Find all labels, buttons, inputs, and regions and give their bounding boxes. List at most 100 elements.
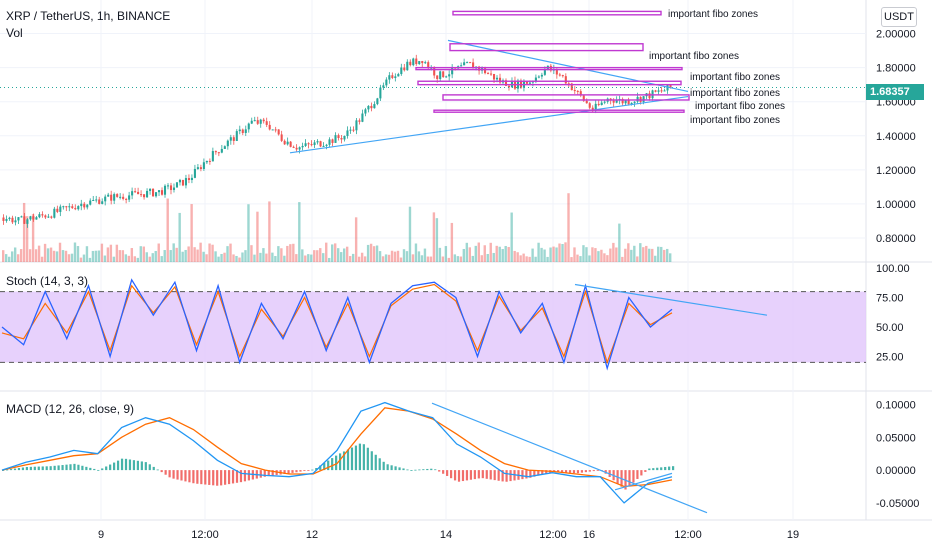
candle-body [403, 67, 406, 71]
macd-histogram-bar [263, 470, 266, 477]
macd-histogram-bar [271, 470, 274, 476]
volume-bar [621, 256, 624, 262]
macd-histogram-bar [545, 470, 548, 474]
macd-histogram-bar [21, 467, 25, 471]
candle-body [181, 179, 185, 186]
volume-bar [648, 248, 651, 262]
macd-histogram-bar [422, 469, 425, 471]
volume-bar [369, 243, 373, 262]
volume-bar [342, 248, 346, 262]
volume-bar [46, 248, 50, 262]
candle-body [573, 90, 576, 92]
volume-bar [25, 216, 29, 262]
volume-bar [429, 256, 433, 262]
volume-bar [58, 242, 62, 262]
candle-body [322, 145, 325, 147]
volume-bar [483, 245, 486, 262]
volume-bar [549, 247, 552, 262]
macd-histogram-bar [541, 470, 544, 475]
macd-histogram-bar [33, 466, 36, 471]
macd-histogram-bar [61, 465, 64, 471]
macd-histogram-bar [184, 470, 187, 482]
fibo-zone-box [452, 10, 662, 16]
macd-histogram-bar [442, 470, 445, 474]
volume-bar [244, 250, 247, 262]
candle-body [154, 192, 158, 197]
macd-histogram-bar [311, 469, 314, 471]
fibo-zone-box [415, 66, 683, 71]
volume-bar [127, 255, 131, 262]
volume-bar [594, 248, 597, 262]
volume-bar [609, 248, 612, 262]
macd-histogram-bar [196, 470, 199, 484]
macd-histogram-bar [652, 468, 655, 471]
volume-bar [277, 246, 280, 262]
macd-histogram-bar [247, 470, 250, 481]
candle-body [74, 208, 77, 210]
candle-body [122, 196, 125, 199]
macd-histogram-bar [354, 445, 358, 471]
volume-bar [250, 245, 253, 262]
macd-histogram-bar [632, 470, 635, 483]
volume-bar [582, 245, 585, 262]
volume-bar [10, 251, 14, 262]
stoch-tick-label: 75.00 [876, 293, 904, 305]
volume-bar [34, 249, 38, 262]
volume-bar [393, 251, 397, 262]
candle-body [355, 120, 358, 131]
macd-histogram-bar [672, 466, 675, 471]
volume-bar [118, 250, 122, 262]
macd-histogram-bar [136, 460, 139, 471]
macd-histogram-bar [398, 467, 401, 471]
volume-bar [295, 254, 298, 262]
candle-body [50, 216, 53, 218]
stoch-title: Stoch (14, 3, 3) [6, 274, 89, 288]
macd-histogram-bar [644, 470, 647, 472]
macd-histogram-bar [338, 453, 342, 471]
fibo-zone-label: important fibo zones [668, 9, 758, 20]
macd-histogram-bar [430, 468, 433, 471]
volume-bar [163, 250, 166, 262]
candle-body [570, 83, 573, 91]
volume-bar [49, 247, 53, 262]
macd-trendline [431, 402, 708, 514]
macd-histogram-bar [200, 470, 203, 485]
candle-body [358, 120, 361, 122]
macd-histogram-bar [208, 470, 211, 485]
macd-histogram-bar [77, 464, 80, 471]
candle-body [361, 113, 364, 122]
volume-bar [205, 254, 208, 262]
volume-bar [564, 242, 567, 262]
volume-bar [438, 247, 442, 262]
macd-histogram-bar [529, 470, 532, 478]
macd-histogram-bar [509, 470, 512, 482]
macd-histogram-bar [331, 458, 334, 471]
volume-bar [85, 246, 89, 262]
volume-bar [133, 256, 136, 262]
volume-bar [82, 254, 86, 262]
candle-body [38, 214, 41, 218]
candle-body [77, 206, 80, 210]
candle-body [379, 87, 382, 99]
volume-bar [576, 254, 579, 262]
candle-body [44, 215, 47, 218]
macd-histogram-bar [584, 470, 587, 473]
candle-body [2, 217, 5, 221]
candle-body [319, 141, 322, 147]
volume-bar [567, 193, 570, 262]
macd-histogram-bar [25, 466, 28, 471]
candle-body [235, 131, 238, 141]
volume-bar [316, 250, 319, 262]
volume-bar [480, 255, 483, 262]
volume-bar [280, 248, 283, 262]
candle-body [152, 188, 155, 197]
macd-histogram-bar [172, 470, 175, 479]
volume-bar [414, 243, 418, 262]
volume-bar [172, 243, 175, 262]
currency-button[interactable]: USDT [881, 7, 917, 27]
volume-bar [339, 252, 343, 262]
macd-histogram-bar [212, 470, 215, 486]
volume-bar [97, 250, 101, 262]
volume-bar [408, 206, 412, 262]
